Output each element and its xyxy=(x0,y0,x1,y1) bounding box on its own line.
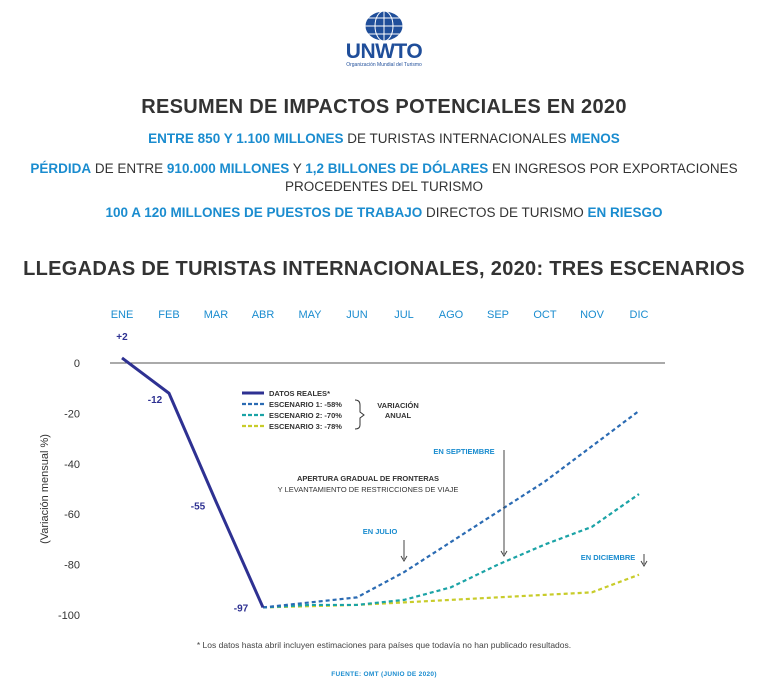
legend-label-2: ESCENARIO 2: -70% xyxy=(269,411,342,420)
globe-icon xyxy=(364,10,404,42)
line1-segment-1: DE TURISTAS INTERNACIONALES xyxy=(343,131,571,146)
logo-name: UNWTO xyxy=(345,40,423,63)
x-tick-label-mar: MAR xyxy=(204,309,229,321)
line2-segment-5: EN INGRESOS POR EXPORTACIONES xyxy=(488,161,738,176)
series-line-1 xyxy=(262,410,640,609)
chart-title: LLEGADAS DE TURISTAS INTERNACIONALES, 20… xyxy=(23,258,745,280)
y-tick-label-neg80: -80 xyxy=(64,560,80,572)
x-tick-label-jun: JUN xyxy=(346,309,367,321)
legend-label-3: ESCENARIO 3: -78% xyxy=(269,422,342,431)
data-label-abr: -97 xyxy=(234,603,249,614)
x-tick-label-sep: SEP xyxy=(487,309,509,321)
x-tick-label-jul: JUL xyxy=(394,309,414,321)
annotation-december: EN DICIEMBRE xyxy=(581,553,636,562)
series-line-2 xyxy=(262,493,640,609)
line2-segment-7: PROCEDENTES DEL TURISMO xyxy=(284,179,484,194)
series-line-0 xyxy=(121,356,265,609)
data-label-feb: -12 xyxy=(148,395,163,406)
y-axis-label: (Variación mensual %) xyxy=(39,434,51,544)
annotation-july-arrowhead xyxy=(400,555,408,562)
annotation-july: EN JULIO xyxy=(363,527,398,536)
x-tick-label-oct: OCT xyxy=(533,309,557,321)
x-tick-label-abr: ABR xyxy=(252,309,275,321)
y-tick-label-neg100: -100 xyxy=(58,610,80,622)
annotation-december-arrowhead xyxy=(640,560,648,567)
y-tick-label-0: 0 xyxy=(74,358,80,370)
line2-segment-4: 1,2 BILLONES DE DÓLARES xyxy=(305,161,489,176)
line1-segment-2: MENOS xyxy=(570,131,620,146)
source-credit: FUENTE: OMT (JUNIO DE 2020) xyxy=(331,671,437,678)
line3-segment-2: EN RIESGO xyxy=(587,205,663,220)
annotation-september-arrowhead xyxy=(500,550,508,557)
line2-segment-2: 910.000 MILLONES xyxy=(166,161,290,176)
x-tick-label-ago: AGO xyxy=(439,309,464,321)
annotation-september: EN SEPTIEMBRE xyxy=(433,447,494,456)
summary-line-revenue: PÉRDIDA DE ENTRE 910.000 MILLONES Y 1,2 … xyxy=(0,160,768,196)
legend-group-label-2: ANUAL xyxy=(385,411,412,420)
legend-group-label-1: VARIACIÓN xyxy=(377,401,419,410)
unwto-logo: UNWTO Organización Mundial del Turismo xyxy=(0,10,768,68)
line2-segment-1: DE ENTRE xyxy=(91,161,167,176)
x-tick-label-feb: FEB xyxy=(158,309,179,321)
logo-subtitle: Organización Mundial del Turismo xyxy=(346,62,422,68)
line3-segment-1: DIRECTOS DE TURISMO xyxy=(422,205,588,220)
line3-segment-0: 100 A 120 MILLONES DE PUESTOS DE TRABAJO xyxy=(105,205,423,220)
series-line-3 xyxy=(262,573,640,609)
data-label-mar: -55 xyxy=(191,502,206,513)
y-tick-label-neg20: -20 xyxy=(64,408,80,420)
y-tick-label-neg40: -40 xyxy=(64,459,80,471)
x-tick-label-nov: NOV xyxy=(580,309,605,321)
x-tick-label-may: MAY xyxy=(298,309,322,321)
summary-line-tourists: ENTRE 850 Y 1.100 MILLONES DE TURISTAS I… xyxy=(0,130,768,148)
data-label-ene: +2 xyxy=(116,332,128,343)
y-tick-label-neg60: -60 xyxy=(64,509,80,521)
legend-bracket xyxy=(354,399,365,430)
x-tick-label-ene: ENE xyxy=(111,309,134,321)
line2-segment-3: Y xyxy=(289,161,306,176)
summary-line-jobs: 100 A 120 MILLONES DE PUESTOS DE TRABAJO… xyxy=(0,204,768,222)
annotation-travel-restrictions: Y LEVANTAMIENTO DE RESTRICCIONES DE VIAJ… xyxy=(278,485,459,494)
annotation-border-opening: APERTURA GRADUAL DE FRONTERAS xyxy=(297,474,439,483)
legend-label-0: DATOS REALES* xyxy=(269,389,330,398)
line2-segment-0: PÉRDIDA xyxy=(30,161,92,176)
footnote: * Los datos hasta abril incluyen estimac… xyxy=(196,640,572,650)
legend-label-1: ESCENARIO 1: -58% xyxy=(269,400,342,409)
line1-segment-0: ENTRE 850 Y 1.100 MILLONES xyxy=(148,131,344,146)
x-tick-label-dic: DIC xyxy=(630,309,649,321)
summary-title: RESUMEN DE IMPACTOS POTENCIALES EN 2020 xyxy=(141,96,627,118)
